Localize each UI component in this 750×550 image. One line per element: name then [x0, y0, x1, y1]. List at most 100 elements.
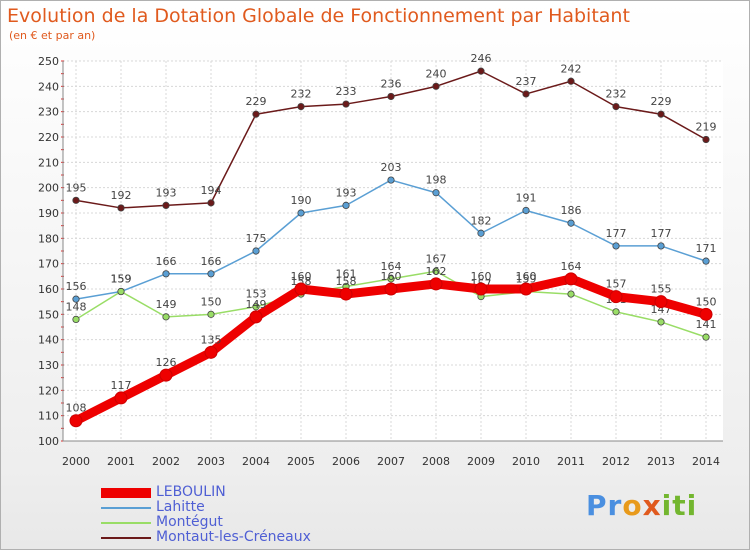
data-label: 193 [336, 186, 357, 199]
data-point [204, 345, 218, 359]
x-tick-label: 2009 [467, 455, 495, 468]
data-label: 162 [426, 265, 447, 278]
x-tick-label: 2010 [512, 455, 540, 468]
x-tick-label: 2000 [62, 455, 90, 468]
data-point [702, 257, 710, 265]
data-label: 229 [651, 95, 672, 108]
data-label: 190 [291, 194, 312, 207]
data-point [162, 270, 170, 278]
x-tick-label: 2004 [242, 455, 270, 468]
data-point [657, 318, 665, 326]
data-point [477, 67, 485, 75]
data-label: 175 [246, 232, 267, 245]
data-point [387, 275, 395, 283]
data-point [702, 135, 710, 144]
data-label: 177 [651, 227, 672, 240]
x-tick-label: 2006 [332, 455, 360, 468]
data-point [429, 277, 443, 291]
y-tick-label: 190 [38, 207, 59, 220]
data-point [522, 90, 530, 98]
y-tick-label: 200 [38, 182, 59, 195]
x-tick-label: 2007 [377, 455, 405, 468]
data-label: 160 [381, 270, 402, 283]
data-point [567, 77, 575, 85]
x-tick-label: 2013 [647, 455, 675, 468]
data-point [252, 110, 260, 118]
data-point [72, 196, 80, 204]
data-point [117, 204, 125, 212]
data-label: 155 [651, 283, 672, 296]
x-tick-label: 2011 [557, 455, 585, 468]
chart-title: Evolution de la Dotation Globale de Fonc… [7, 5, 630, 27]
data-point [474, 282, 488, 296]
chart-subtitle: (en € et par an) [9, 29, 96, 42]
legend-label: Montégut [156, 514, 223, 530]
data-label: 153 [246, 288, 267, 301]
y-tick-label: 160 [38, 283, 59, 296]
y-tick-label: 130 [38, 359, 59, 372]
data-point [117, 287, 125, 296]
legend-label: Lahitte [156, 499, 205, 515]
data-label: 236 [381, 77, 402, 90]
data-point [249, 310, 263, 324]
y-tick-label: 170 [38, 258, 59, 271]
plot-area [63, 61, 723, 441]
data-label: 164 [381, 260, 402, 273]
data-label: 229 [246, 95, 267, 108]
data-label: 148 [66, 300, 87, 313]
data-point [387, 176, 395, 184]
data-point [432, 267, 440, 275]
data-label: 242 [561, 62, 582, 75]
legend-item: Montégut [101, 514, 401, 530]
x-tick-label: 2012 [602, 455, 630, 468]
data-label: 158 [336, 275, 357, 288]
data-point [567, 219, 575, 227]
data-label: 117 [111, 379, 132, 392]
data-label: 141 [696, 318, 717, 331]
data-point [477, 229, 485, 237]
data-point [252, 247, 260, 255]
data-label: 219 [696, 121, 717, 134]
data-point [609, 290, 623, 304]
x-tick-label: 2005 [287, 455, 315, 468]
data-label: 150 [201, 295, 222, 308]
legend-label: LEBOULIN [156, 484, 226, 500]
x-tick-label: 2003 [197, 455, 225, 468]
data-point [72, 295, 80, 303]
y-tick-label: 220 [38, 131, 59, 144]
data-label: 246 [471, 52, 492, 65]
data-label: 195 [66, 181, 87, 194]
data-point [114, 391, 128, 405]
data-point [699, 307, 713, 321]
data-point [519, 282, 533, 296]
data-point [297, 209, 305, 217]
data-label: 167 [426, 252, 447, 265]
data-point [342, 100, 350, 108]
legend-swatch [101, 488, 151, 498]
data-label: 192 [111, 189, 132, 202]
legend-item: Lahitte [101, 499, 401, 515]
data-label: 177 [606, 227, 627, 240]
y-tick-label: 210 [38, 156, 59, 169]
y-tick-label: 180 [38, 232, 59, 245]
data-label: 159 [111, 273, 132, 286]
data-label: 232 [606, 88, 627, 101]
data-point [252, 303, 260, 311]
data-point [657, 110, 665, 118]
data-point [207, 310, 215, 318]
y-tick-label: 150 [38, 308, 59, 321]
data-label: 194 [201, 184, 222, 197]
data-point [207, 270, 215, 278]
data-point [387, 92, 395, 101]
data-label: 166 [156, 255, 177, 268]
data-label: 164 [561, 260, 582, 273]
data-label: 182 [471, 214, 492, 227]
data-label: 232 [291, 88, 312, 101]
data-label: 126 [156, 356, 177, 369]
data-label: 186 [561, 204, 582, 217]
data-point [657, 242, 665, 250]
data-label: 240 [426, 67, 447, 80]
data-label: 161 [336, 267, 357, 280]
legend-swatch [101, 537, 151, 539]
data-point [384, 282, 398, 296]
